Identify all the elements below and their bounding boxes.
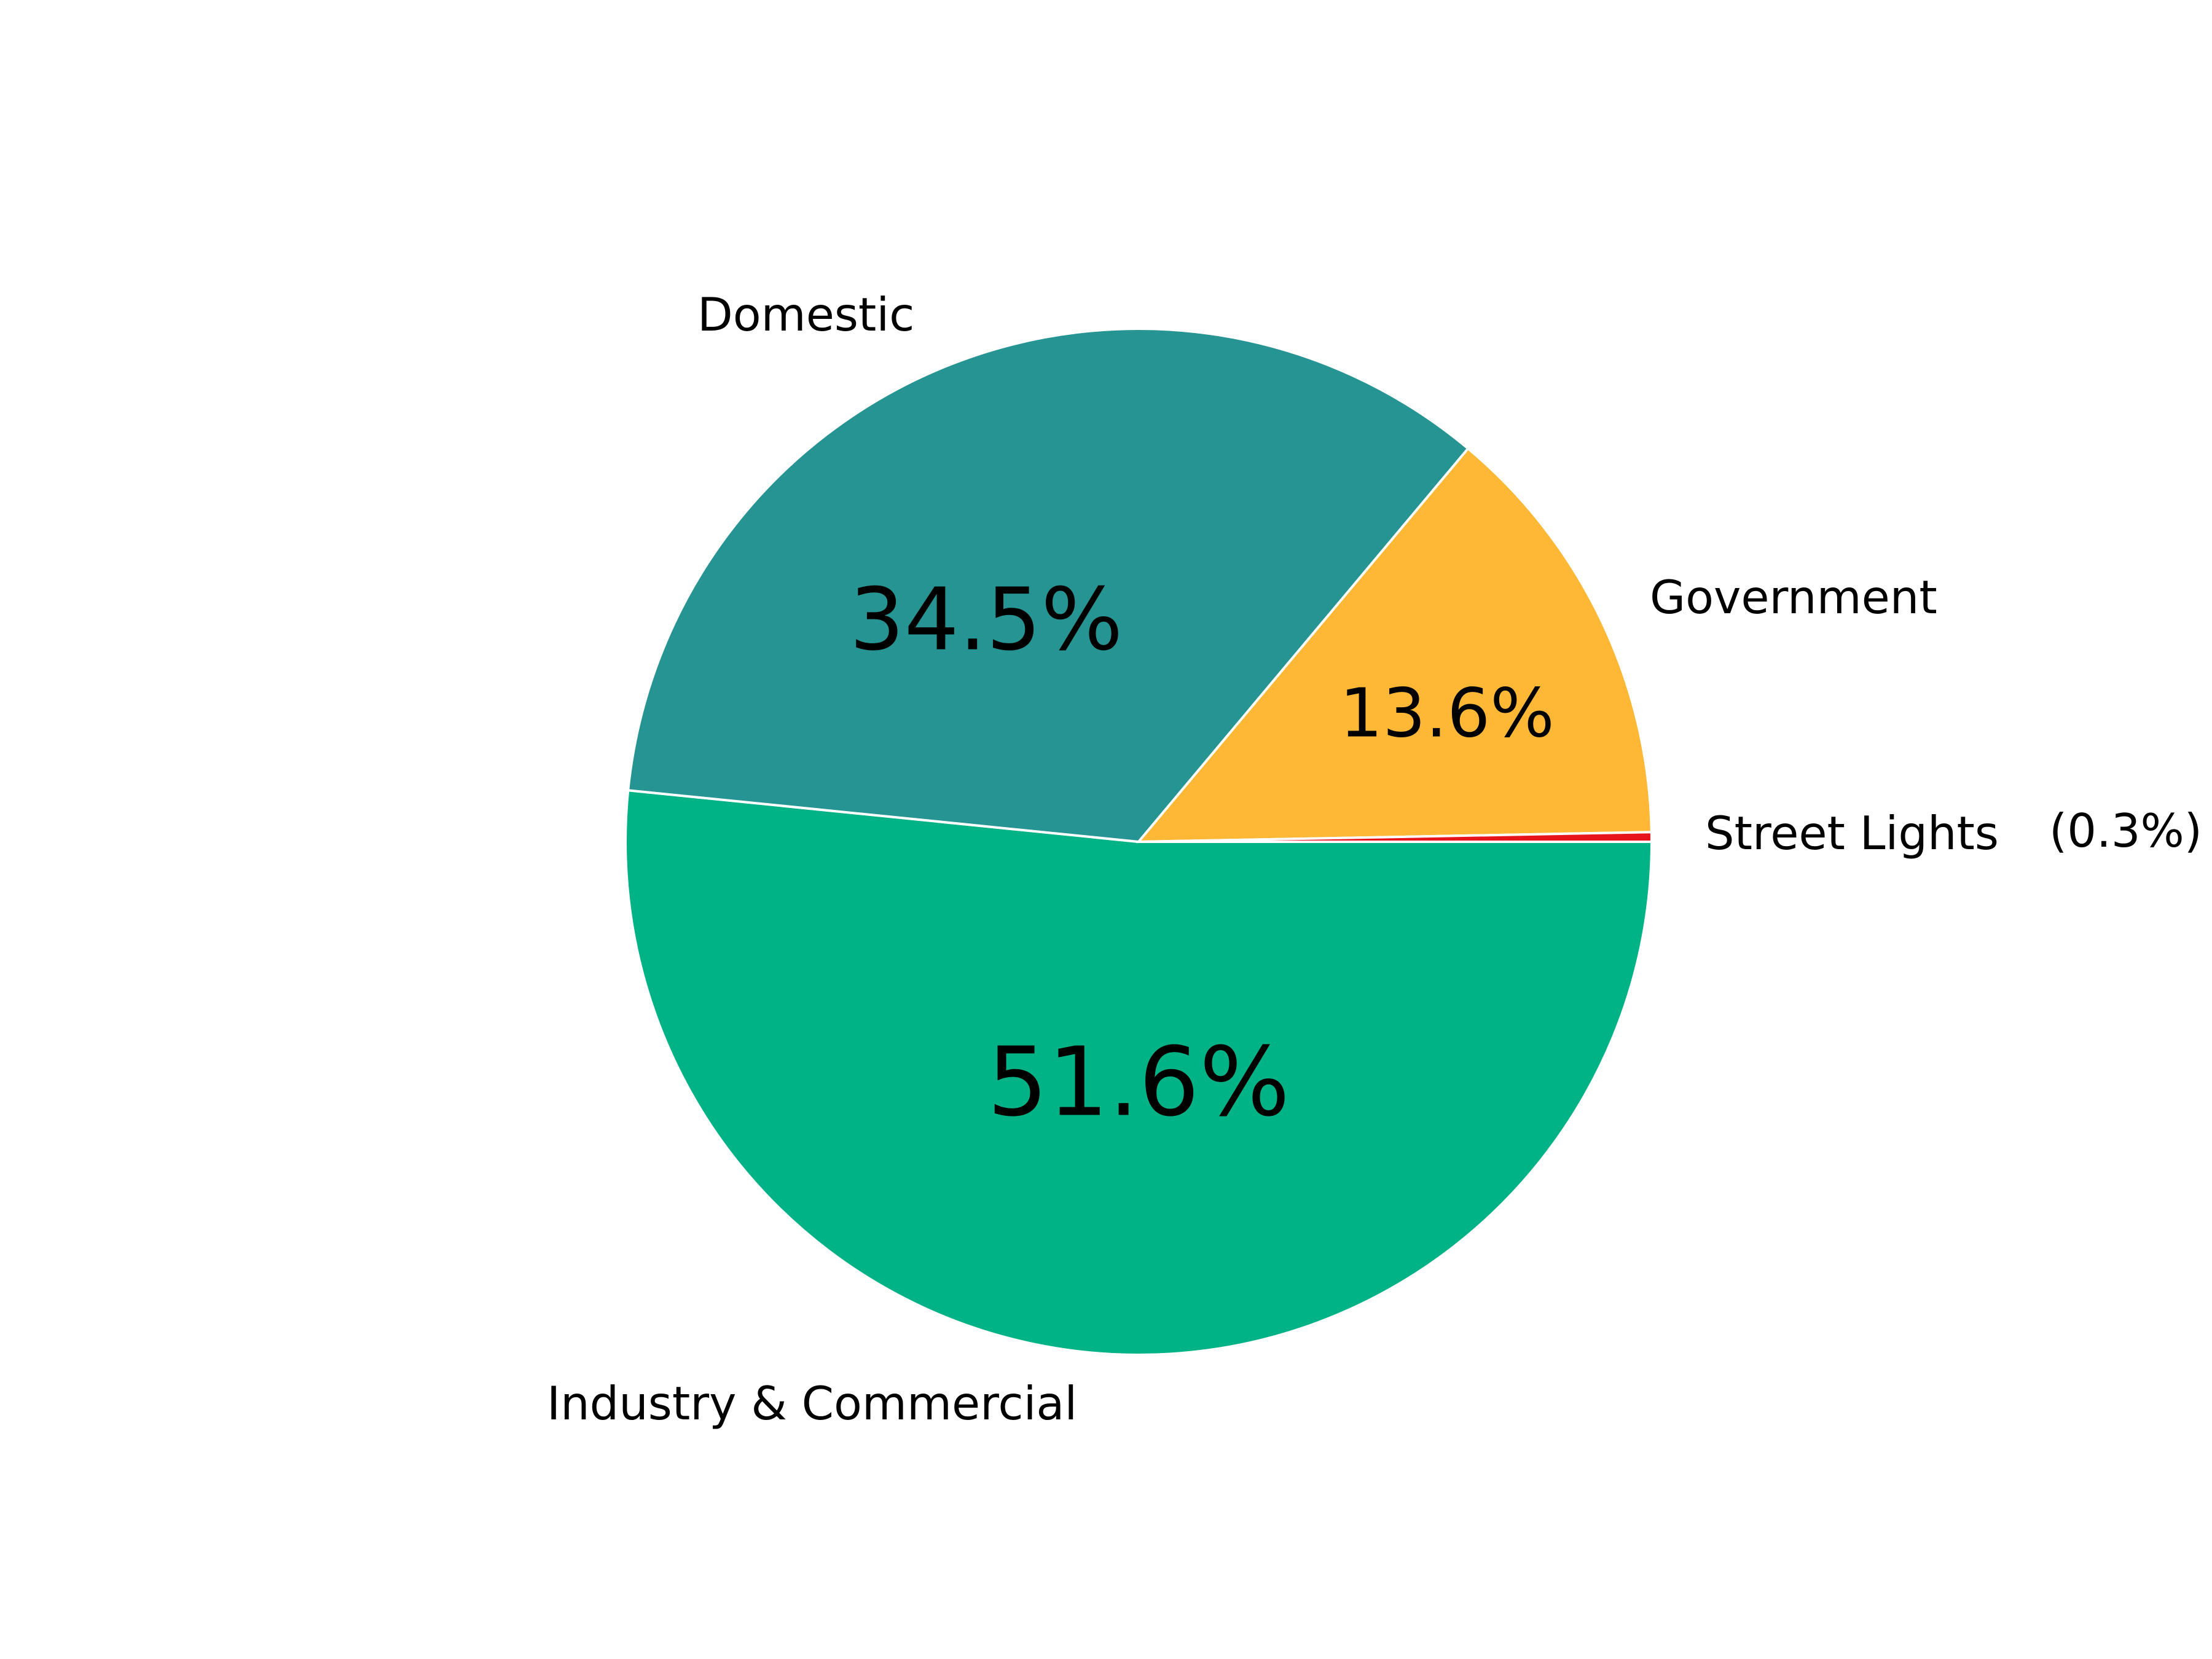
pct-street-lights: (0.3%) bbox=[2049, 804, 2202, 858]
pie-slice-government bbox=[1135, 447, 1653, 844]
label-domestic: Domestic bbox=[697, 288, 914, 342]
pie-slices bbox=[624, 327, 1653, 1357]
pie-slice-domestic bbox=[627, 327, 1470, 844]
pie-slice-street-lights bbox=[1138, 831, 1653, 843]
pct-domestic: 34.5% bbox=[850, 570, 1123, 670]
pie-slice-industry-commercial bbox=[624, 789, 1653, 1357]
label-industry-commercial: Industry & Commercial bbox=[547, 1376, 1077, 1430]
label-government: Government bbox=[1650, 570, 1937, 624]
label-street-lights: Street Lights bbox=[1705, 806, 1999, 860]
pct-industry-commercial: 51.6% bbox=[987, 1026, 1290, 1137]
pct-government: 13.6% bbox=[1339, 673, 1554, 752]
